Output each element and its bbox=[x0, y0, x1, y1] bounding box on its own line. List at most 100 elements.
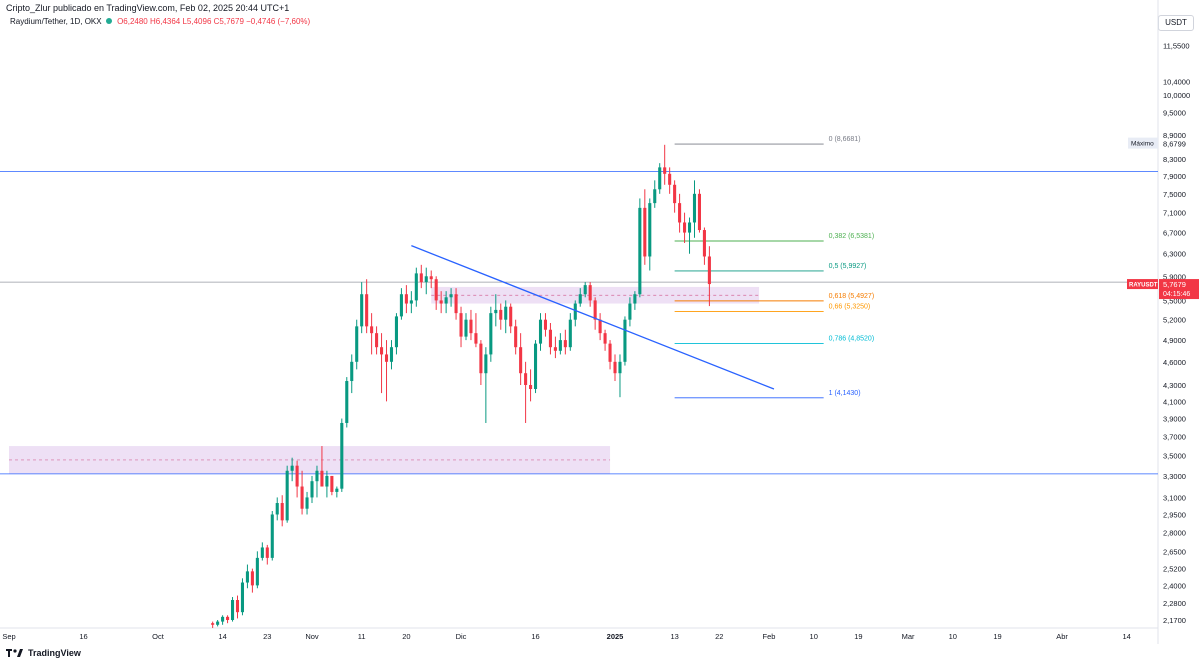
candle-body bbox=[464, 319, 468, 337]
candle-body bbox=[603, 333, 607, 344]
candle-body bbox=[389, 347, 394, 362]
candle-body bbox=[702, 230, 706, 257]
candle-body bbox=[429, 276, 433, 280]
price-tag-countdown: 04:15:46 bbox=[1163, 291, 1190, 298]
candle-body bbox=[295, 465, 299, 487]
x-tick-label: 10 bbox=[949, 632, 957, 641]
x-tick-label: Sep bbox=[2, 632, 15, 641]
candle-body bbox=[474, 333, 478, 344]
candle-body bbox=[240, 582, 245, 613]
candle-body bbox=[633, 294, 637, 304]
fib-level-label: 0,5 (5,9927) bbox=[829, 263, 867, 270]
candle-body bbox=[638, 207, 642, 295]
candle-body bbox=[618, 361, 622, 374]
candle-body bbox=[419, 273, 423, 283]
candle-body bbox=[380, 347, 384, 355]
y-tick-label: 7,1000 bbox=[1163, 209, 1186, 218]
y-tick-label: 4,9000 bbox=[1163, 336, 1186, 345]
x-tick-label: Mar bbox=[902, 632, 915, 641]
x-tick-label: 11 bbox=[358, 632, 366, 641]
candle-body bbox=[573, 303, 577, 320]
y-tick-label: 2,8000 bbox=[1163, 528, 1186, 537]
candle-body bbox=[553, 347, 557, 351]
candle-body bbox=[394, 316, 398, 348]
candle-body bbox=[499, 309, 503, 320]
candle-body bbox=[623, 319, 627, 362]
low-value: L5,4096 bbox=[182, 17, 212, 26]
x-tick-label: 22 bbox=[715, 632, 723, 641]
candle-body bbox=[538, 319, 543, 344]
candle-body bbox=[509, 306, 513, 327]
candle-body bbox=[583, 285, 587, 295]
publisher-line: Cripto_Zlur publicado en TradingView.com… bbox=[6, 3, 290, 13]
candle-body bbox=[533, 343, 538, 390]
candle-body bbox=[355, 326, 359, 362]
candle-body bbox=[370, 326, 374, 334]
tradingview-logo-icon bbox=[6, 649, 23, 657]
candle-body bbox=[673, 184, 677, 204]
y-tick-label: 5,2000 bbox=[1163, 316, 1186, 325]
candle-body bbox=[375, 333, 379, 348]
fib-level-label: 1 (4,1430) bbox=[829, 390, 861, 397]
candle-body bbox=[360, 294, 364, 327]
y-tick-label: 10,4000 bbox=[1163, 77, 1190, 86]
y-tick-label: 11,5500 bbox=[1163, 41, 1190, 50]
candle-body bbox=[310, 481, 314, 498]
y-tick-label: 3,9000 bbox=[1163, 415, 1186, 424]
candle-body bbox=[484, 354, 488, 374]
candle-body bbox=[330, 475, 334, 492]
candle-body bbox=[692, 193, 697, 223]
x-tick-label: 13 bbox=[670, 632, 678, 641]
candle-body bbox=[668, 173, 672, 185]
max-label: Máximo bbox=[1131, 141, 1154, 148]
y-tick-label: 3,1000 bbox=[1163, 493, 1186, 502]
y-tick-label: 7,5000 bbox=[1163, 190, 1186, 199]
candle-body bbox=[687, 222, 692, 233]
candle-body bbox=[365, 294, 369, 327]
candle-body bbox=[275, 503, 279, 515]
candle-body bbox=[235, 600, 240, 613]
fib-level-label: 0,786 (4,8520) bbox=[829, 335, 875, 342]
candle-body bbox=[409, 300, 413, 304]
fib-level-label: 0,382 (6,5381) bbox=[829, 233, 875, 240]
candle-body bbox=[548, 329, 552, 348]
candle-body bbox=[414, 273, 418, 301]
x-tick-label: 14 bbox=[218, 632, 226, 641]
candle-body bbox=[270, 514, 274, 558]
candle-body bbox=[663, 167, 667, 174]
candle-body bbox=[315, 470, 319, 482]
candle-body bbox=[613, 361, 617, 374]
symbol-tag-box bbox=[1127, 279, 1158, 290]
candle-body bbox=[494, 309, 498, 314]
y-tick-label: 5,9000 bbox=[1163, 272, 1186, 281]
price-tag-box bbox=[1159, 279, 1199, 300]
y-tick-label: 9,5000 bbox=[1163, 109, 1186, 118]
fib-level-label: 0 (8,6681) bbox=[829, 136, 861, 143]
candle-body bbox=[678, 203, 682, 223]
candle-body bbox=[598, 319, 602, 334]
x-tick-label: 20 bbox=[402, 632, 410, 641]
candle-body bbox=[454, 294, 458, 314]
candle-body bbox=[697, 193, 701, 231]
candle-body bbox=[250, 571, 254, 586]
y-tick-label: 3,7000 bbox=[1163, 433, 1186, 442]
candle-body bbox=[504, 306, 508, 320]
symbol-tag: RAYUSDT bbox=[1129, 283, 1158, 289]
candle-body bbox=[449, 294, 453, 298]
candle-body bbox=[340, 422, 344, 489]
y-tick-label: 2,4000 bbox=[1163, 581, 1186, 590]
x-tick-label: 19 bbox=[854, 632, 862, 641]
price-tag-value: 5,7679 bbox=[1163, 280, 1186, 289]
y-tick-label: 4,6000 bbox=[1163, 358, 1186, 367]
symbol-name[interactable]: Raydium/Tether, 1D, OKX bbox=[10, 17, 102, 26]
candle-body bbox=[578, 294, 582, 304]
candle-body bbox=[211, 623, 215, 625]
candle-body bbox=[568, 319, 572, 348]
candle-body bbox=[320, 470, 324, 487]
footer-brand-text: TradingView bbox=[28, 648, 81, 658]
candle-body bbox=[653, 189, 657, 204]
y-tick-label: 6,3000 bbox=[1163, 250, 1186, 259]
change-value: −0,4746 (−7,60%) bbox=[246, 17, 311, 26]
candle-body bbox=[514, 326, 518, 348]
